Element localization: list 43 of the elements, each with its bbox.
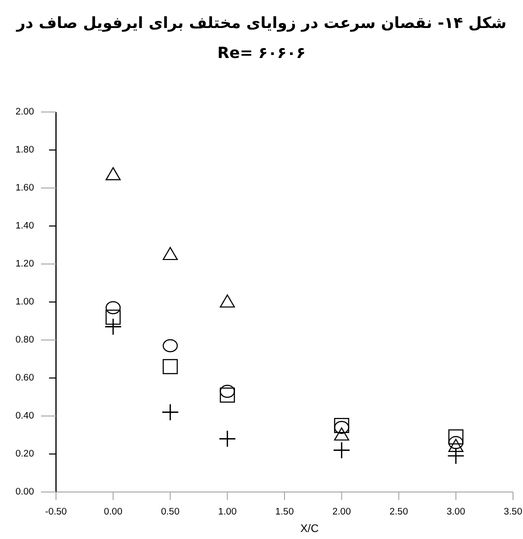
y-tick-label: 2.00 xyxy=(16,106,34,118)
point xyxy=(448,438,464,452)
y-tick-label: 0.60 xyxy=(16,372,34,384)
point xyxy=(447,447,465,465)
y-tick-label: 1.00 xyxy=(16,296,34,308)
point xyxy=(448,429,464,444)
x-tick-label: 2.00 xyxy=(332,506,351,518)
point xyxy=(106,167,121,180)
point xyxy=(162,339,178,352)
x-tick-label: 2.50 xyxy=(390,506,408,518)
point xyxy=(334,420,350,434)
point xyxy=(218,430,236,448)
y-tick-label: 1.20 xyxy=(16,258,34,270)
x-tick-label: 1.50 xyxy=(275,506,294,518)
x-tick-label: 0.50 xyxy=(161,506,180,518)
y-tick-label: 1.40 xyxy=(16,220,34,232)
subtitle: Re= ۶۰۶۰۶ xyxy=(217,44,306,62)
point xyxy=(220,388,235,403)
y-tick-label: 0.80 xyxy=(16,334,34,346)
y-tick-label: 0.20 xyxy=(16,448,34,460)
title: شکل ۱۴- نقصان سرعت در زوایای مختلف برای ایرفویل صاف در xyxy=(16,14,507,32)
point xyxy=(332,442,350,459)
point xyxy=(162,359,178,374)
point xyxy=(334,418,350,434)
x-tick-label: -0.50 xyxy=(45,506,67,518)
point xyxy=(334,427,350,441)
y-tick-label: 0.40 xyxy=(16,410,34,422)
y-tick-label: 1.80 xyxy=(16,144,34,156)
point xyxy=(162,404,179,421)
point xyxy=(106,301,121,314)
point xyxy=(104,318,122,336)
x-tick-label: 3.00 xyxy=(446,506,466,518)
point xyxy=(220,294,235,308)
point xyxy=(162,246,178,260)
x-tick-label: 1.00 xyxy=(218,506,237,518)
x-tick-label: 3.50 xyxy=(504,506,522,518)
point xyxy=(106,310,121,325)
x-axis-title: X/C xyxy=(300,523,319,535)
point xyxy=(220,384,235,398)
x-tick-label: 0.00 xyxy=(104,506,122,518)
point xyxy=(448,436,464,450)
y-tick-label: 0.00 xyxy=(16,486,34,498)
y-tick-label: 1.60 xyxy=(16,182,34,194)
